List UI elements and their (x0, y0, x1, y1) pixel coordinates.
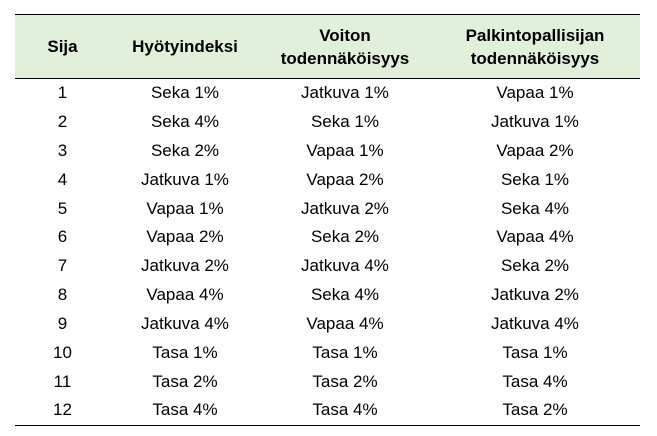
cell-utility-index: Tasa 1% (152, 342, 218, 362)
cell-utility-index: Vapaa 4% (146, 285, 224, 305)
cell-win-probability: Seka 4% (310, 285, 380, 305)
table-header: Sija Hyötyindeksi Voiton todennäköisyys … (15, 14, 640, 79)
table-row: 10 Tasa 1% Tasa 1% Tasa 1% (15, 339, 640, 368)
table-row: 11 Tasa 2% Tasa 2% Tasa 4% (15, 367, 640, 396)
cell-rank: 12 (15, 396, 110, 426)
cell-rank: 8 (57, 285, 68, 305)
header-utility-index: Hyötyindeksi (110, 14, 260, 79)
cell-prize-probability: Tasa 1% (502, 342, 568, 362)
header-prize-probability-line2: todennäköisyys (470, 48, 600, 68)
table-row: 5 Vapaa 1% Jatkuva 2% Seka 4% (15, 194, 640, 223)
cell-utility-index: Jatkuva 2% (141, 256, 229, 276)
cell-win-probability: Vapaa 4% (306, 314, 384, 334)
cell-rank: 2 (57, 111, 68, 131)
cell-rank: 7 (57, 256, 68, 276)
cell-rank: 3 (57, 140, 68, 160)
table-row: 1 Seka 1% Jatkuva 1% Vapaa 1% (15, 79, 640, 108)
cell-rank: 5 (57, 198, 68, 218)
header-row: Sija Hyötyindeksi Voiton todennäköisyys … (15, 14, 640, 79)
cell-win-probability: Seka 1% (310, 111, 380, 131)
cell-win-probability: Tasa 4% (260, 396, 430, 426)
cell-rank: 4 (57, 169, 68, 189)
cell-prize-probability: Jatkuva 2% (491, 285, 579, 305)
cell-win-probability: Vapaa 2% (306, 169, 384, 189)
cell-utility-index: Seka 2% (150, 140, 220, 160)
cell-utility-index: Vapaa 1% (146, 198, 224, 218)
cell-win-probability: Jatkuva 4% (301, 256, 389, 276)
cell-win-probability: Tasa 1% (312, 342, 378, 362)
cell-prize-probability: Seka 1% (500, 169, 570, 189)
cell-rank: 10 (53, 342, 72, 362)
cell-utility-index: Jatkuva 4% (141, 314, 229, 334)
ranking-table: Sija Hyötyindeksi Voiton todennäköisyys … (15, 14, 640, 426)
cell-win-probability: Tasa 2% (312, 371, 378, 391)
cell-win-probability: Vapaa 1% (306, 140, 384, 160)
cell-utility-index: Vapaa 2% (146, 227, 224, 247)
cell-utility-index: Seka 1% (150, 83, 220, 103)
header-win-probability-line2: todennäköisyys (280, 48, 410, 68)
cell-prize-probability: Seka 4% (500, 198, 570, 218)
cell-utility-index: Tasa 2% (152, 371, 218, 391)
cell-prize-probability: Seka 2% (500, 256, 570, 276)
table-row: 6 Vapaa 2% Seka 2% Vapaa 4% (15, 223, 640, 252)
cell-prize-probability: Jatkuva 1% (491, 111, 579, 131)
header-prize-probability: Palkintopallisijan todennäköisyys (430, 14, 640, 79)
cell-rank: 11 (53, 371, 72, 391)
cell-win-probability: Seka 2% (310, 227, 380, 247)
cell-utility-index: Jatkuva 1% (141, 169, 229, 189)
cell-utility-index: Tasa 4% (110, 396, 260, 426)
cell-win-probability: Jatkuva 1% (301, 83, 389, 103)
cell-prize-probability: Jatkuva 4% (491, 314, 579, 334)
table-row: 12 Tasa 4% Tasa 4% Tasa 2% (15, 396, 640, 426)
table-row: 2 Seka 4% Seka 1% Jatkuva 1% (15, 107, 640, 136)
cell-prize-probability: Vapaa 1% (496, 83, 574, 103)
cell-utility-index: Seka 4% (150, 111, 220, 131)
cell-win-probability: Jatkuva 2% (301, 198, 389, 218)
cell-rank: 6 (57, 227, 68, 247)
header-prize-probability-line1: Palkintopallisijan (465, 25, 605, 45)
cell-prize-probability: Vapaa 4% (496, 227, 574, 247)
table-row: 8 Vapaa 4% Seka 4% Jatkuva 2% (15, 281, 640, 310)
cell-prize-probability: Vapaa 2% (496, 140, 574, 160)
header-win-probability: Voiton todennäköisyys (260, 14, 430, 79)
table-row: 4 Jatkuva 1% Vapaa 2% Seka 1% (15, 165, 640, 194)
table-row: 9 Jatkuva 4% Vapaa 4% Jatkuva 4% (15, 310, 640, 339)
header-rank: Sija (15, 14, 110, 79)
cell-prize-probability: Tasa 4% (502, 371, 568, 391)
ranking-table-container: Sija Hyötyindeksi Voiton todennäköisyys … (15, 14, 640, 426)
table-row: 7 Jatkuva 2% Jatkuva 4% Seka 2% (15, 252, 640, 281)
table-row: 3 Seka 2% Vapaa 1% Vapaa 2% (15, 136, 640, 165)
cell-rank: 1 (57, 83, 68, 103)
table-body: 1 Seka 1% Jatkuva 1% Vapaa 1% 2 Seka 4% Seka 1… (15, 79, 640, 426)
header-win-probability-line1: Voiton (319, 25, 371, 45)
cell-rank: 9 (57, 314, 68, 334)
cell-prize-probability: Tasa 2% (430, 396, 640, 426)
